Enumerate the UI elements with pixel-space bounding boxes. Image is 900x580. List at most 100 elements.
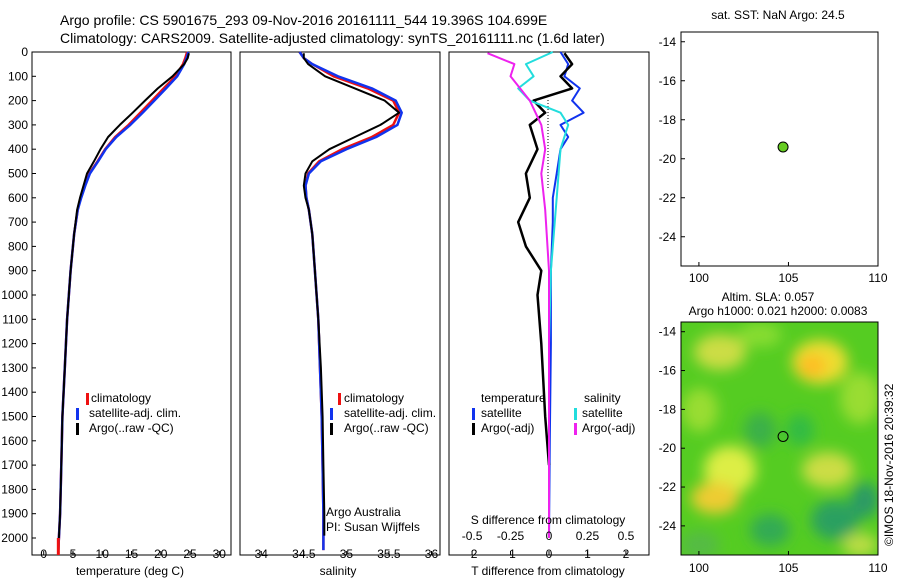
depth-tick-label: 800 [8, 239, 28, 253]
x-tick-label: 15 [125, 547, 139, 561]
y-tick-label: -22 [659, 480, 677, 494]
y-tick-label: -22 [659, 191, 677, 205]
salinity-x-axis: 34 34.5 35 35.5 36 [255, 547, 439, 561]
sst-axis-ticks: -14 -16 -18 -20 -22 -24 100 105 110 [659, 35, 888, 285]
y-tick-label: -14 [659, 325, 677, 339]
argo-position-dot [777, 141, 789, 153]
s-tick-label: 0.5 [618, 529, 635, 543]
x-tick-label: 105 [778, 271, 798, 285]
x-tick-label: 25 [183, 547, 197, 561]
x-tick-label: 34 [255, 547, 269, 561]
x-tick-label: 0 [546, 547, 553, 561]
depth-axis: 0 100 200 300 400 500 600 700 800 900 1000 1100 1200… [1, 45, 36, 545]
depth-tick-label: 1200 [1, 337, 28, 351]
salinity-legend-climatology: climatology [344, 391, 404, 405]
x-tick-label: 105 [778, 561, 798, 575]
sla-map-panel: Altim. SLA: 0.057 Argo h1000: 0.021 h200… [659, 290, 888, 575]
s-tick-label: 0.25 [576, 529, 600, 543]
x-tick-label: 10 [96, 547, 110, 561]
series-line [487, 52, 550, 538]
depth-tick-label: 1600 [1, 434, 28, 448]
depth-tick-label: 1000 [1, 288, 28, 302]
y-tick-label: -20 [659, 152, 677, 166]
y-tick-label: -18 [659, 402, 677, 416]
x-tick-label: 1 [584, 547, 591, 561]
series-line [57, 52, 190, 539]
s-difference-label: S difference from climatology [471, 513, 626, 527]
depth-tick-label: 1300 [1, 361, 28, 375]
salinity-legend-satellite: satellite-adj. clim. [344, 406, 436, 420]
s-tick-label: -0.5 [462, 529, 483, 543]
series-line [302, 53, 401, 536]
depth-tick-label: 0 [21, 45, 28, 59]
x-tick-label: 34.5 [292, 547, 316, 561]
depth-tick-label: 1700 [1, 458, 28, 472]
salinity-legend-argo: Argo(..raw -QC) [344, 421, 429, 435]
sst-plot-area [777, 141, 789, 153]
depth-tick-label: 1800 [1, 482, 28, 496]
s-tick-label: -0.25 [497, 529, 525, 543]
x-tick-label: -2 [467, 547, 478, 561]
argo-position-marker [777, 430, 789, 442]
temperature-legend-argo: Argo(..raw -QC) [89, 421, 174, 435]
x-tick-label: 110 [868, 561, 887, 575]
sla-heatmap [681, 322, 878, 555]
t-difference-xlabel: T difference from climatology [471, 564, 625, 578]
depth-tick-label: 200 [8, 94, 28, 108]
credit-argo-australia: Argo Australia [326, 505, 401, 519]
depth-tick-label: 1100 [2, 312, 28, 326]
x-tick-label: 110 [868, 271, 887, 285]
temperature-x-axis: 0 5 10 15 20 25 30 [40, 547, 226, 561]
temperature-plot-area [56, 51, 190, 555]
temperature-legend-satellite: satellite-adj. clim. [89, 406, 181, 420]
depth-tick-label: 1500 [1, 409, 28, 423]
depth-tick-label: 900 [8, 264, 28, 278]
y-tick-label: -24 [659, 230, 677, 244]
imos-timestamp: ©IMOS 18-Nov-2016 20:39:32 [882, 383, 896, 546]
legend-t-argo: Argo(-adj) [481, 421, 534, 435]
x-tick-label: 5 [70, 547, 77, 561]
x-tick-label: 20 [154, 547, 168, 561]
x-tick-label: 35.5 [377, 547, 401, 561]
depth-tick-label: 400 [8, 142, 28, 156]
x-tick-label: 100 [689, 271, 709, 285]
salinity-legend: climatology satellite-adj. clim. Argo(..… [330, 391, 436, 435]
sla-plot-area [777, 430, 789, 442]
depth-tick-label: 1400 [1, 385, 28, 399]
y-tick-label: -24 [659, 519, 677, 533]
x-tick-label: 30 [213, 547, 227, 561]
sla-title-2: Argo h1000: 0.021 h2000: 0.0083 [689, 304, 868, 318]
difference-x-axis: -2 -1 0 1 2 [467, 547, 630, 561]
sst-title: sat. SST: NaN Argo: 24.5 [711, 8, 845, 22]
temperature-legend-climatology: climatology [91, 391, 151, 405]
climatology-subtitle: Climatology: CARS2009. Satellite-adjuste… [60, 30, 605, 46]
legend-t-satellite: satellite [481, 406, 522, 420]
sla-title-1: Altim. SLA: 0.057 [722, 290, 815, 304]
x-tick-label: 35 [340, 547, 354, 561]
temperature-axes-box [31, 51, 232, 556]
difference-legend: temperature salinity satellite Argo(-adj… [472, 391, 635, 435]
sla-axis-ticks: -14 -16 -18 -20 -22 -24 100 105 110 [659, 325, 888, 575]
depth-tick-label: 700 [8, 215, 28, 229]
y-tick-label: -14 [659, 35, 677, 49]
depth-tick-label: 600 [8, 191, 28, 205]
salinity-panel: 34 34.5 35 35.5 36 salinity climatology sate… [239, 51, 441, 578]
depth-tick-label: 500 [8, 166, 28, 180]
s-tick-label: 0 [546, 529, 553, 543]
salinity-xlabel: salinity [320, 564, 357, 578]
legend-s-argo: Argo(-adj) [582, 421, 635, 435]
legend-temperature-head: temperature [481, 391, 546, 405]
salinity-axes-box [239, 51, 441, 556]
depth-tick-label: 2000 [1, 531, 28, 545]
sst-map-panel: sat. SST: NaN Argo: 24.5 -14 -16 -18 -20 -22… [659, 8, 888, 285]
x-tick-label: -1 [505, 547, 516, 561]
y-tick-label: -16 [659, 74, 677, 88]
salinity-difference-axis: -0.5 -0.25 0 0.25 0.5 [462, 529, 635, 543]
depth-tick-label: 300 [8, 118, 28, 132]
temperature-xlabel: temperature (deg C) [76, 564, 184, 578]
y-tick-label: -16 [659, 364, 677, 378]
series-line [516, 52, 574, 466]
sla-axes-box [680, 321, 879, 556]
x-tick-label: 0 [40, 547, 47, 561]
difference-panel: -2 -1 0 1 2 -0.5 -0.25 0 0.25 0.5 S difference f… [448, 51, 650, 578]
